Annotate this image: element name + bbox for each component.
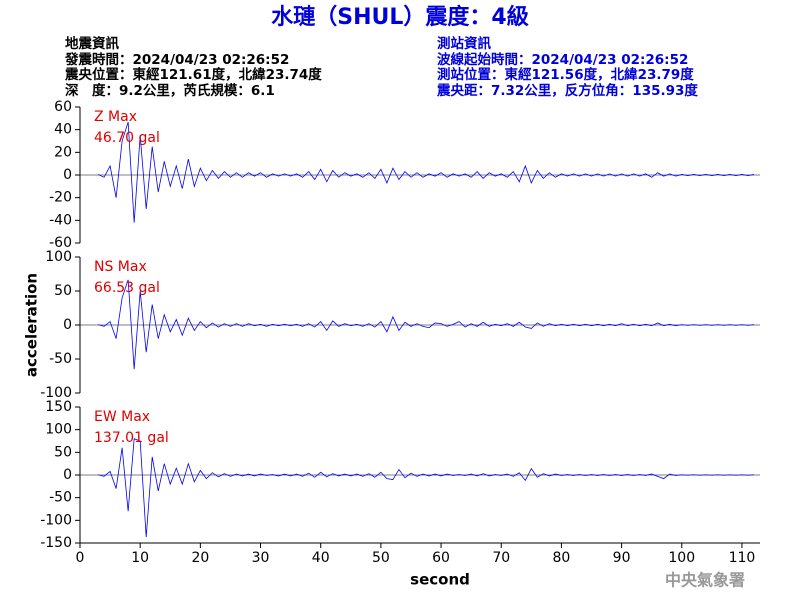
y-tick-label: 0 [63,167,72,183]
info-line: 發震時間：2024/04/23 02:26:52 [64,51,289,68]
y-tick-label: 0 [63,317,72,333]
y-tick-label: -50 [49,351,72,367]
y-tick-label: -100 [40,512,72,528]
y-tick-label: 150 [45,399,72,415]
annotation: EW Max [94,409,150,425]
annotation: 66.53 gal [94,280,160,296]
y-tick-label: -40 [49,212,72,228]
annotation: Z Max [94,109,137,125]
y-tick-label: -150 [40,535,72,551]
waveform [97,438,755,538]
y-tick-label: 100 [45,249,72,265]
x-tick-label: 30 [252,550,270,566]
y-tick-label: -60 [49,235,72,251]
annotation: NS Max [94,259,147,275]
y-tick-label: 20 [54,144,72,160]
y-tick-label: 60 [54,99,72,115]
annotation: 137.01 gal [94,430,169,446]
y-tick-label: -20 [49,190,72,206]
x-tick-label: 80 [553,550,571,566]
y-tick-label: -100 [40,385,72,401]
y-tick-label: 40 [54,122,72,138]
x-tick-label: 110 [729,550,756,566]
chart-title: 水璉（SHUL）震度：4級 [271,4,528,30]
info-line: 深 度：9.2公里，芮氏規模：6.1 [65,82,275,99]
x-tick-label: 50 [372,550,390,566]
x-tick-label: 0 [76,550,85,566]
y-tick-label: 100 [45,422,72,438]
y-tick-label: 0 [63,467,72,483]
x-axis-label: second [410,571,470,589]
info-line: 測站位置：東經121.56度，北緯23.79度 [437,66,694,83]
x-tick-label: 40 [312,550,330,566]
info-line: 波線起始時間：2024/04/23 02:26:52 [437,51,688,68]
info-line: 震央位置：東經121.61度，北緯23.74度 [64,66,322,83]
waveform [97,121,755,223]
y-tick-label: 50 [54,283,72,299]
x-tick-label: 20 [191,550,209,566]
waveform [97,279,755,370]
x-tick-label: 70 [492,550,510,566]
y-tick-label: -50 [49,490,72,506]
x-tick-label: 90 [613,550,631,566]
y-tick-label: 50 [54,444,72,460]
annotation: 46.70 gal [94,130,160,146]
info-line: 震央距：7.32公里，反方位角：135.93度 [436,82,698,99]
x-tick-label: 10 [131,550,149,566]
footer: 中央氣象署 [665,571,745,590]
info-line: 測站資訊 [437,35,491,52]
x-tick-label: 100 [668,550,695,566]
x-tick-label: 60 [432,550,450,566]
y-axis-label: acceleration [23,273,41,377]
info-line: 地震資訊 [65,35,119,52]
